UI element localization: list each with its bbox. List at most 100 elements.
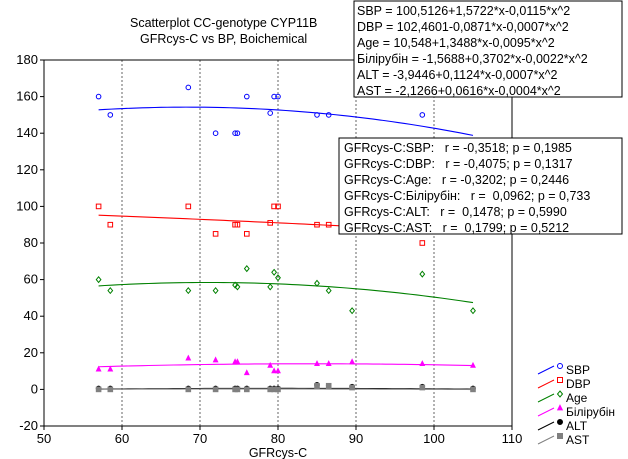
legend-item-Age: Age — [537, 390, 588, 405]
point-Білірубін — [107, 365, 114, 372]
point-Білірубін — [314, 360, 320, 366]
point-DBP — [107, 221, 114, 228]
point-ALT — [557, 419, 563, 425]
point-SBP — [234, 130, 241, 136]
point-Age — [556, 390, 564, 398]
fit-curve-SBP — [98, 106, 474, 136]
point-Білірубін — [243, 369, 250, 376]
point-DBP — [185, 203, 192, 210]
point-Білірубін — [325, 360, 332, 366]
point-AST — [107, 386, 114, 393]
legend-item-SBP: SBP — [537, 363, 590, 377]
point-DBP — [267, 220, 273, 226]
x-tick-label: 110 — [502, 431, 523, 446]
point-Age — [107, 286, 114, 295]
point-Age — [185, 286, 192, 295]
x-axis-label: GFRcys-C — [249, 446, 307, 459]
legend-line — [537, 365, 555, 375]
point-AST — [275, 386, 281, 393]
x-tick-label: 80 — [271, 431, 285, 446]
point-SBP — [275, 93, 281, 100]
point-SBP — [107, 112, 114, 118]
legend-line — [537, 407, 555, 417]
point-SBP — [271, 93, 277, 100]
point-Білірубін — [95, 365, 102, 372]
point-AST — [325, 382, 332, 389]
point-AST — [212, 386, 219, 393]
point-Білірубін — [556, 404, 564, 411]
point-Age — [271, 268, 278, 276]
legend-label: SBP — [566, 363, 590, 377]
x-tick-label: 90 — [349, 431, 363, 446]
equation-sbp: SBP = 100,5126+1,5722*x-0,0115*x^2 — [357, 4, 570, 18]
y-tick-label: 40 — [24, 308, 38, 323]
point-SBP — [314, 112, 320, 118]
point-Age — [267, 283, 274, 291]
point-Білірубін — [234, 358, 241, 365]
chart-title-line1: Scatterplot CC-genotype CYP11B — [130, 16, 317, 30]
equation-age: Age = 10,548+1,3488*x-0,0095*x^2 — [357, 36, 555, 50]
legend-line — [537, 393, 555, 403]
point-Age — [243, 265, 250, 273]
point-SBP — [232, 130, 238, 136]
legend-label: Age — [566, 391, 588, 405]
point-AST — [557, 433, 563, 439]
x-tick-label: 60 — [115, 431, 129, 446]
point-DBP — [271, 203, 277, 210]
point-AST — [244, 386, 250, 393]
point-SBP — [95, 93, 102, 100]
point-AST — [185, 386, 192, 393]
point-DBP — [234, 221, 241, 228]
point-Білірубін — [470, 361, 476, 368]
correlation-bilirubin: GFRcys-C:Білірубін: r = 0,0962; p = 0,73… — [344, 189, 590, 203]
point-SBP — [267, 110, 274, 116]
point-DBP — [95, 203, 102, 210]
chart-title-line2: GFRcys-C vs BP, Boichemical — [140, 32, 307, 46]
point-AST — [95, 386, 102, 393]
equations-box: SBP = 100,5126+1,5722*x-0,0115*x^2 DBP =… — [353, 0, 623, 98]
point-Age — [212, 286, 219, 295]
point-Age — [314, 279, 320, 287]
axis-ticks: 50 60 70 80 90 100 110 -20 0 20 40 60 80 100 120 140 160… — [16, 52, 522, 446]
point-SBP — [325, 112, 332, 118]
y-tick-label: 120 — [16, 162, 38, 177]
correlation-dbp: GFRcys-C:DBP: r = -0,4075; p = 0,1317 — [344, 157, 573, 171]
point-Білірубін — [349, 358, 356, 365]
point-DBP — [557, 377, 563, 383]
y-tick-label: 160 — [16, 89, 38, 104]
y-tick-label: 140 — [16, 125, 38, 140]
y-tick-label: 60 — [24, 272, 38, 287]
legend-item-Білірубін: Білірубін — [537, 404, 615, 419]
point-Білірубін — [185, 354, 192, 361]
point-AST — [349, 384, 355, 391]
correlations-box: GFRcys-C:SBP: r = -0,3518; p = 0,1985 GF… — [338, 137, 623, 235]
point-DBP — [314, 221, 320, 228]
correlation-age: GFRcys-C:Age: r = -0,3202; p = 0,2446 — [344, 173, 569, 187]
equation-bilirubin: Білірубін = -1,5688+0,3702*x-0,0022*x^2 — [357, 52, 588, 66]
legend-label: Білірубін — [566, 405, 615, 419]
point-AST — [314, 382, 320, 389]
y-tick-label: -20 — [19, 418, 38, 433]
point-Білірубін — [419, 360, 426, 366]
point-DBP — [212, 231, 219, 237]
point-Білірубін — [267, 361, 274, 368]
legend-label: ALT — [566, 419, 588, 433]
point-AST — [470, 386, 476, 393]
point-DBP — [275, 203, 281, 210]
point-Age — [275, 274, 281, 282]
point-Age — [234, 283, 241, 291]
y-tick-label: 100 — [16, 198, 38, 213]
point-Age — [419, 270, 426, 278]
point-Білірубін — [212, 356, 219, 363]
y-tick-label: 0 — [31, 381, 38, 396]
equation-alt: ALT = -3,9446+0,1124*x-0,0007*x^2 — [357, 68, 558, 82]
x-tick-label: 50 — [37, 431, 51, 446]
legend-line — [537, 379, 555, 389]
point-Age — [349, 307, 356, 315]
legend-label: DBP — [566, 377, 591, 391]
point-DBP — [325, 221, 332, 228]
legend-item-DBP: DBP — [537, 377, 591, 391]
point-Age — [470, 307, 476, 315]
